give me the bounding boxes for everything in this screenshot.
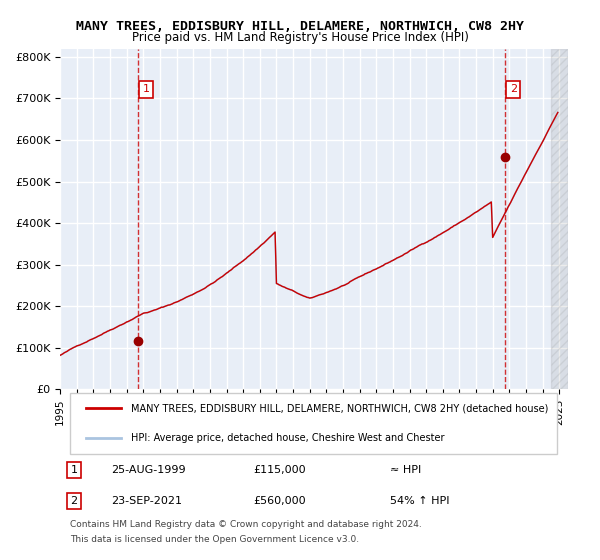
Text: HPI: Average price, detached house, Cheshire West and Chester: HPI: Average price, detached house, Ches… (131, 433, 445, 443)
Text: Contains HM Land Registry data © Crown copyright and database right 2024.: Contains HM Land Registry data © Crown c… (70, 520, 422, 529)
Text: £115,000: £115,000 (253, 465, 305, 475)
Text: 2: 2 (70, 496, 77, 506)
Text: This data is licensed under the Open Government Licence v3.0.: This data is licensed under the Open Gov… (70, 535, 359, 544)
Text: 23-SEP-2021: 23-SEP-2021 (111, 496, 182, 506)
Text: Price paid vs. HM Land Registry's House Price Index (HPI): Price paid vs. HM Land Registry's House … (131, 31, 469, 44)
Text: MANY TREES, EDDISBURY HILL, DELAMERE, NORTHWICH, CW8 2HY (detached house): MANY TREES, EDDISBURY HILL, DELAMERE, NO… (131, 403, 548, 413)
FancyBboxPatch shape (70, 393, 557, 454)
Text: ≈ HPI: ≈ HPI (390, 465, 421, 475)
Text: 54% ↑ HPI: 54% ↑ HPI (390, 496, 449, 506)
Text: 1: 1 (70, 465, 77, 475)
Text: £560,000: £560,000 (253, 496, 305, 506)
Text: 2: 2 (510, 85, 517, 95)
Text: MANY TREES, EDDISBURY HILL, DELAMERE, NORTHWICH, CW8 2HY: MANY TREES, EDDISBURY HILL, DELAMERE, NO… (76, 20, 524, 32)
Text: 25-AUG-1999: 25-AUG-1999 (111, 465, 185, 475)
Text: 1: 1 (143, 85, 149, 95)
